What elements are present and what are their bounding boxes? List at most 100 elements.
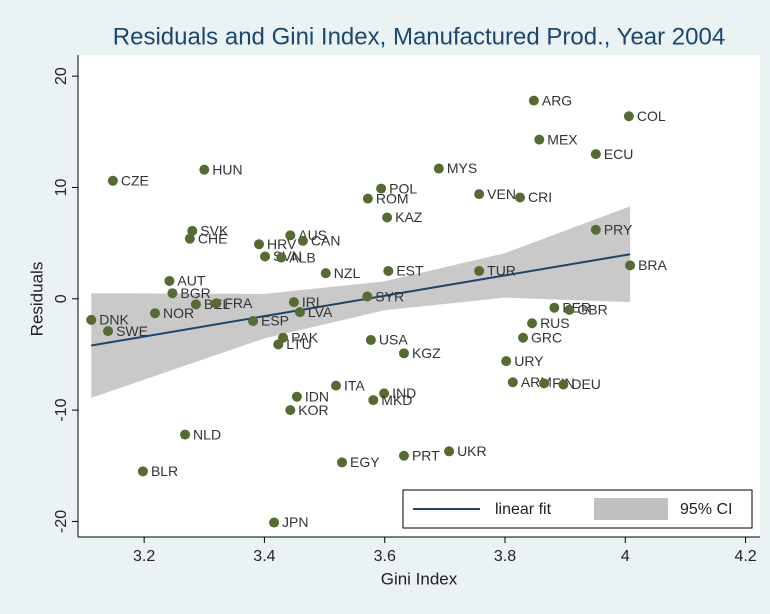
point-label: CZE xyxy=(121,172,149,188)
point xyxy=(558,379,569,390)
x-tick-label: 4 xyxy=(621,548,630,565)
legend-swatch xyxy=(594,498,668,520)
point-label: SVK xyxy=(200,223,229,239)
point xyxy=(288,297,299,308)
point xyxy=(623,111,634,122)
point xyxy=(518,332,529,343)
point-label: BRA xyxy=(638,257,667,273)
point xyxy=(103,326,114,337)
point-label: LTU xyxy=(286,336,311,352)
legend-label: linear fit xyxy=(495,501,552,518)
point-label: BGR xyxy=(180,285,210,301)
point-label: CHE xyxy=(198,230,228,246)
point-label: HRV xyxy=(267,236,297,252)
point xyxy=(276,252,287,263)
x-tick-label: 3.6 xyxy=(374,548,396,565)
point xyxy=(211,298,222,309)
point xyxy=(149,308,160,319)
point-label: IDN xyxy=(305,388,329,404)
point-label: AUT xyxy=(177,273,205,289)
point-label: HUN xyxy=(212,161,242,177)
point xyxy=(320,268,331,279)
point-label: MKD xyxy=(381,392,412,408)
point xyxy=(297,235,308,246)
point-label: CAN xyxy=(311,233,341,249)
point-label: MEX xyxy=(547,131,578,147)
point xyxy=(528,95,539,106)
point xyxy=(365,334,376,345)
y-tick-label: 0 xyxy=(53,294,70,303)
x-axis-title: Gini Index xyxy=(381,569,458,588)
point-label: PAK xyxy=(291,329,319,345)
point-label: ALB xyxy=(289,249,315,265)
point xyxy=(273,339,284,350)
point xyxy=(107,175,118,186)
point xyxy=(337,457,348,468)
point xyxy=(515,192,526,203)
point-label: PRT xyxy=(412,447,440,463)
point xyxy=(376,183,387,194)
point xyxy=(501,356,512,367)
y-tick-label: -10 xyxy=(53,398,70,421)
point-label: CRI xyxy=(528,189,552,205)
point xyxy=(260,251,271,262)
point-label: POL xyxy=(389,180,417,196)
point-label: KAZ xyxy=(395,209,423,225)
point xyxy=(86,314,97,325)
point xyxy=(383,265,394,276)
point xyxy=(291,391,302,402)
point-label: VEN xyxy=(487,186,516,202)
point-label: UKR xyxy=(457,443,487,459)
point xyxy=(199,164,210,175)
point-label: ITA xyxy=(344,377,365,393)
point-label: TUR xyxy=(487,263,516,279)
point-label: USA xyxy=(379,332,408,348)
x-tick-label: 4.2 xyxy=(734,548,756,565)
point-label: GRC xyxy=(531,329,562,345)
point xyxy=(474,189,485,200)
point xyxy=(180,429,191,440)
point-label: ARG xyxy=(542,92,572,108)
point xyxy=(527,318,538,329)
point xyxy=(590,224,601,235)
point xyxy=(539,378,550,389)
point xyxy=(534,134,545,145)
point xyxy=(331,380,342,391)
point xyxy=(474,265,485,276)
point xyxy=(248,316,259,327)
point-label: NZL xyxy=(334,265,361,281)
y-axis-title: Residuals xyxy=(27,262,46,337)
point-label: EGY xyxy=(350,454,380,470)
confidence-band xyxy=(91,206,631,398)
point-label: ECU xyxy=(604,146,634,162)
point xyxy=(625,260,636,271)
fit-line xyxy=(91,253,631,347)
x-tick-label: 3.8 xyxy=(494,548,516,565)
point xyxy=(564,304,575,315)
point-label: COL xyxy=(637,108,666,124)
point-label: GBR xyxy=(577,302,607,318)
point-label: ESP xyxy=(261,313,289,329)
point xyxy=(382,212,393,223)
point xyxy=(549,302,560,313)
point-label: FRA xyxy=(224,295,253,311)
point-label: IND xyxy=(392,385,416,401)
point-label: IRL xyxy=(302,294,324,310)
point-label: NOR xyxy=(163,305,194,321)
point xyxy=(507,377,518,388)
point-label: ROM xyxy=(376,190,409,206)
point xyxy=(294,307,305,318)
point xyxy=(269,517,280,528)
point xyxy=(590,149,601,160)
point xyxy=(368,395,379,406)
point-label: URY xyxy=(514,353,544,369)
chart-title: Residuals and Gini Index, Manufactured P… xyxy=(113,23,725,50)
point-label: MYS xyxy=(447,160,477,176)
y-tick-label: 10 xyxy=(53,178,70,196)
point xyxy=(285,405,296,416)
point-label: KGZ xyxy=(412,345,441,361)
point xyxy=(285,230,296,241)
point-label: DEU xyxy=(571,376,601,392)
point xyxy=(137,466,148,477)
point-label: DNK xyxy=(99,312,129,328)
